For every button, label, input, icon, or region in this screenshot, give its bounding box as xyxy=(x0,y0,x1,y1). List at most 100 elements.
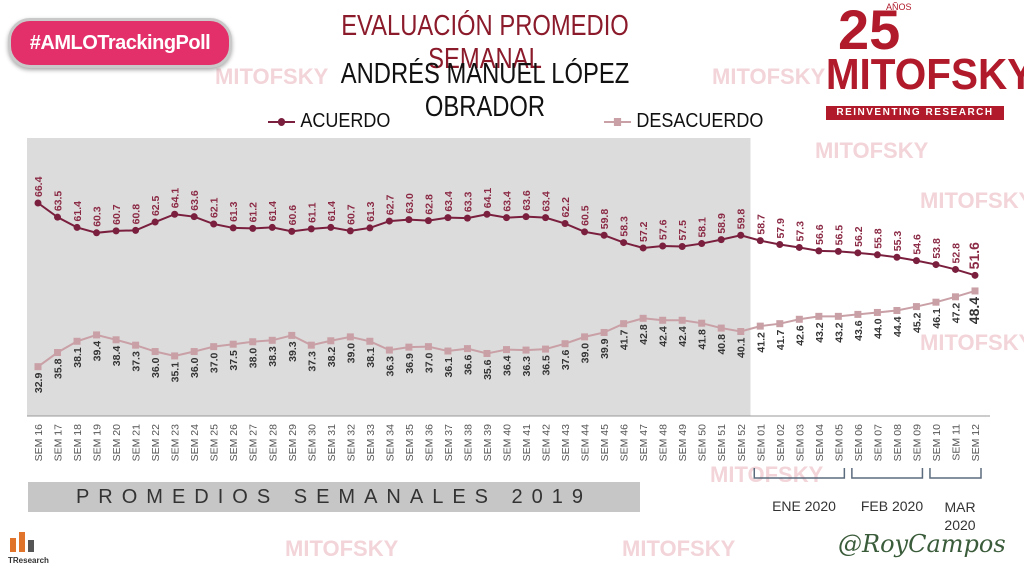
desacuerdo-point xyxy=(171,352,179,360)
data-label: 63.4 xyxy=(541,191,553,212)
legend-acuerdo-marker xyxy=(268,117,295,126)
desacuerdo-point xyxy=(424,343,432,351)
x-tick-label: SEM 48 xyxy=(658,424,670,462)
data-label: 58.3 xyxy=(619,216,631,237)
data-label: 36.3 xyxy=(384,356,396,377)
data-label: 37.3 xyxy=(306,351,318,372)
acuerdo-point xyxy=(932,261,940,269)
data-label: 51.6 xyxy=(966,242,982,269)
x-tick-label: SEM 17 xyxy=(53,424,65,462)
data-label: 39.9 xyxy=(599,338,611,359)
acuerdo-point xyxy=(210,220,218,228)
desacuerdo-point xyxy=(132,341,140,349)
data-label: 61.3 xyxy=(228,201,240,222)
data-label: 42.4 xyxy=(677,326,689,347)
data-label: 58.7 xyxy=(755,214,767,235)
data-label: 44.0 xyxy=(872,318,884,339)
desacuerdo-point xyxy=(932,298,940,306)
acuerdo-point xyxy=(444,214,452,222)
desacuerdo-point xyxy=(503,346,510,354)
data-label: 52.8 xyxy=(950,243,962,264)
data-label: 46.1 xyxy=(931,308,943,329)
desacuerdo-point xyxy=(834,312,842,320)
acuerdo-point xyxy=(854,249,862,257)
acuerdo-point xyxy=(288,227,296,235)
data-label: 35.8 xyxy=(53,358,65,379)
x-tick-label: SEM 47 xyxy=(638,424,650,462)
acuerdo-point xyxy=(522,213,530,221)
data-label: 41.8 xyxy=(697,329,709,350)
data-label: 36.9 xyxy=(404,353,416,374)
legend-desacuerdo: DESACUERDO xyxy=(604,110,763,133)
data-label: 61.4 xyxy=(267,201,279,222)
x-tick-label: SEM 33 xyxy=(365,424,377,462)
legend-desacuerdo-marker xyxy=(604,117,631,126)
data-label: 57.2 xyxy=(638,221,650,242)
acuerdo-point xyxy=(405,216,413,224)
data-label: 63.5 xyxy=(53,191,65,212)
month-bracket xyxy=(851,468,924,479)
data-label: 59.8 xyxy=(599,209,611,230)
acuerdo-point xyxy=(542,214,550,222)
acuerdo-point xyxy=(581,228,589,236)
data-label: 57.9 xyxy=(775,218,787,239)
data-label: 37.6 xyxy=(560,350,572,371)
x-tick-label: SEM 23 xyxy=(170,424,182,462)
data-label: 36.4 xyxy=(502,355,514,376)
x-tick-label: SEM 34 xyxy=(384,424,396,462)
data-label: 63.4 xyxy=(502,191,514,212)
desacuerdo-point xyxy=(971,287,979,295)
data-label: 62.1 xyxy=(209,197,221,218)
acuerdo-point xyxy=(366,224,374,232)
data-label: 38.0 xyxy=(248,348,260,369)
data-label: 37.0 xyxy=(423,352,435,373)
acuerdo-point xyxy=(307,225,315,233)
x-tick-label: SEM 07 xyxy=(872,424,884,462)
x-tick-label: SEM 12 xyxy=(970,424,982,462)
desacuerdo-point xyxy=(444,347,452,355)
acuerdo-point xyxy=(659,242,667,250)
data-label: 38.1 xyxy=(72,347,84,368)
acuerdo-point xyxy=(34,199,42,207)
acuerdo-point xyxy=(815,247,823,255)
x-tick-label: SEM 28 xyxy=(267,424,279,462)
x-tick-label: SEM 31 xyxy=(326,424,338,462)
data-label: 37.0 xyxy=(209,352,221,373)
logo-number: 25 xyxy=(838,0,901,61)
x-tick-label: SEM 27 xyxy=(248,424,260,462)
acuerdo-point xyxy=(561,220,569,228)
acuerdo-point xyxy=(912,257,920,265)
data-label: 40.1 xyxy=(736,337,748,358)
month-label-feb: FEB 2020 xyxy=(860,498,924,514)
desacuerdo-point xyxy=(561,340,569,348)
data-label: 62.7 xyxy=(384,194,396,215)
acuerdo-point xyxy=(737,231,745,239)
data-label: 56.2 xyxy=(853,226,865,247)
data-label: 56.6 xyxy=(814,224,826,245)
x-tick-label: SEM 30 xyxy=(306,424,318,462)
desacuerdo-point xyxy=(815,312,823,320)
desacuerdo-point xyxy=(366,337,374,345)
desacuerdo-point xyxy=(854,310,862,318)
desacuerdo-point xyxy=(522,346,530,354)
desacuerdo-point xyxy=(483,349,491,357)
legend-desacuerdo-label: DESACUERDO xyxy=(636,110,764,132)
data-label: 44.4 xyxy=(892,316,904,337)
acuerdo-point xyxy=(346,227,354,235)
data-label: 64.1 xyxy=(482,188,494,209)
x-tick-label: SEM 49 xyxy=(677,424,689,462)
data-label: 60.3 xyxy=(92,206,104,227)
data-label: 39.0 xyxy=(580,343,592,364)
x-tick-label: SEM 04 xyxy=(814,424,826,462)
chart-subtitle: ANDRÉS MANUEL LÓPEZ OBRADOR xyxy=(340,58,630,123)
period-2019-shade xyxy=(27,138,751,416)
x-tick-label: SEM 20 xyxy=(111,424,123,462)
x-tick-label: SEM 03 xyxy=(794,424,806,462)
data-label: 57.5 xyxy=(677,220,689,241)
x-tick-label: SEM 21 xyxy=(131,424,143,462)
x-tick-label: SEM 22 xyxy=(150,424,162,462)
desacuerdo-point xyxy=(678,316,686,324)
x-tick-label: SEM 45 xyxy=(599,424,611,462)
acuerdo-point xyxy=(678,242,686,250)
x-tick-label: SEM 25 xyxy=(209,424,221,462)
